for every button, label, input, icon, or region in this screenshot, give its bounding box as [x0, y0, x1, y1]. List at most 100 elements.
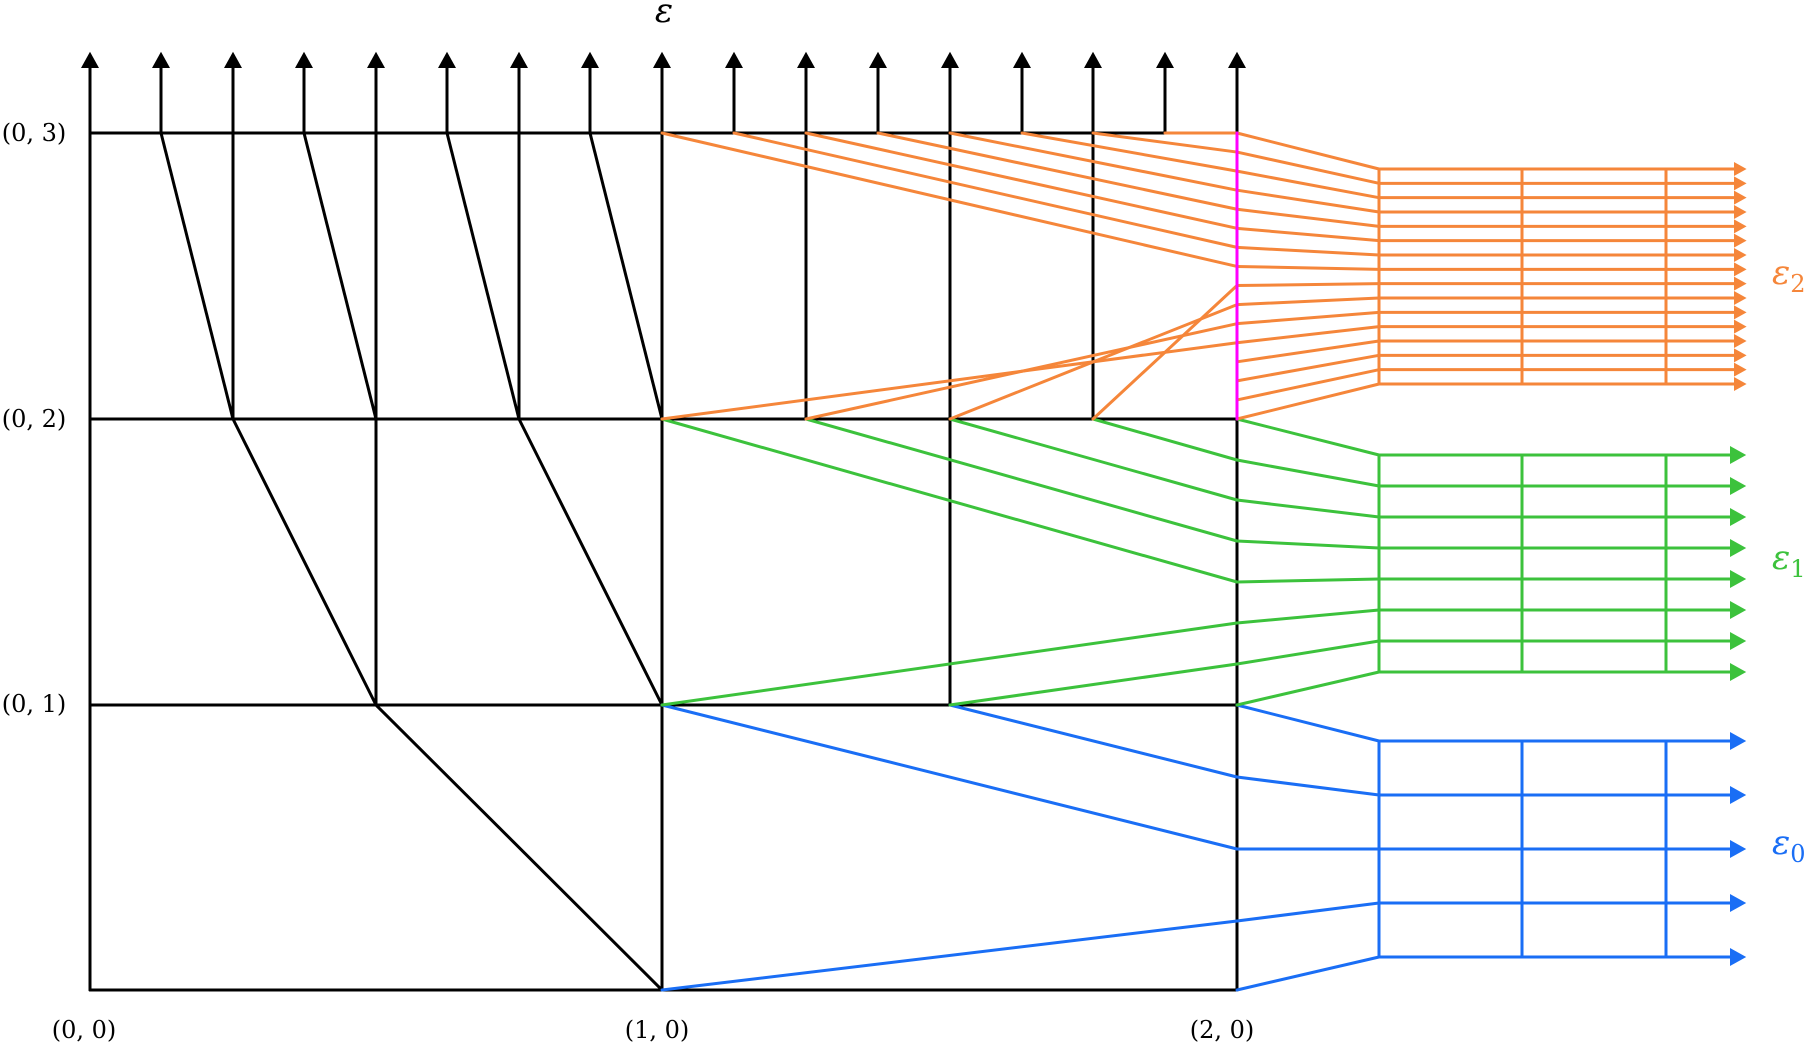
arrow-up-icon: [941, 51, 959, 68]
blue-fan-line: [660, 919, 1239, 992]
orange-connector-line: [1235, 226, 1381, 243]
orange-connector-line: [1235, 310, 1381, 326]
arrow-right-icon: [1730, 786, 1747, 804]
fan-line: [445, 132, 521, 420]
green-fan-line: [948, 662, 1239, 707]
orange-fan-line: [948, 131, 1239, 192]
fan-line: [374, 703, 664, 992]
arrow-up-icon: [367, 51, 385, 68]
arrow-up-icon: [224, 51, 242, 68]
green-fan-line: [660, 417, 1239, 584]
green-connector-line: [1235, 498, 1381, 519]
arrow-right-icon: [1734, 362, 1747, 377]
green-connector-line: [1235, 458, 1381, 488]
arrow-up-icon: [869, 51, 887, 68]
coord-label-0-2: (0, 2): [2, 405, 67, 433]
fan-line: [517, 418, 664, 706]
fan-line: [231, 418, 378, 706]
orange-connector-line: [1235, 325, 1381, 345]
fan-line: [159, 132, 235, 420]
arrow-right-icon: [1734, 162, 1747, 176]
arrow-right-icon: [1730, 632, 1747, 650]
blue-connector-line: [1235, 901, 1381, 923]
arrow-right-icon: [1730, 840, 1747, 858]
arrow-up-icon: [1156, 51, 1174, 68]
orange-fan-line: [1020, 131, 1239, 173]
arrow-right-icon: [1734, 190, 1747, 205]
arrow-right-icon: [1730, 948, 1747, 966]
epsilon-0-subscript: 0: [1790, 840, 1805, 868]
arrow-right-icon: [1730, 732, 1747, 750]
arrow-right-icon: [1734, 205, 1747, 219]
orange-connector-line: [1235, 264, 1381, 271]
arrow-right-icon: [1734, 319, 1747, 334]
blue-connector-line: [1235, 703, 1381, 743]
green-connector-line: [1235, 639, 1381, 666]
orange-fan-line: [876, 131, 1239, 211]
arrow-right-icon: [1734, 291, 1747, 305]
orange-fan-line: [804, 131, 1239, 230]
epsilon-0-symbol: ε: [1772, 823, 1790, 863]
green-connector-line: [1235, 539, 1381, 550]
arrow-right-icon: [1730, 601, 1747, 619]
green-connector-line: [1235, 670, 1381, 707]
orange-connector-line: [1235, 188, 1381, 214]
orange-connector-line: [1235, 245, 1381, 257]
orange-connector-line: [1235, 382, 1381, 421]
arrow-up-icon: [152, 51, 170, 68]
arrow-right-icon: [1730, 663, 1747, 681]
black-structure: [81, 51, 1246, 992]
blue-connector-line: [1235, 775, 1381, 797]
orange-connector-line: [1235, 150, 1381, 185]
epsilon-2-label: ε2: [1772, 253, 1806, 298]
arrow-right-icon: [1734, 176, 1747, 191]
arrow-right-icon: [1734, 305, 1747, 320]
epsilon-0-label: ε0: [1772, 823, 1806, 868]
orange-fan-line: [660, 131, 1239, 268]
orange-connector-line: [1235, 169, 1381, 200]
arrow-right-icon: [1730, 894, 1747, 912]
coord-label-2-0: (2, 0): [1190, 1016, 1255, 1044]
orange-connector-line: [1235, 368, 1381, 402]
arrow-up-icon: [1228, 51, 1246, 68]
arrow-up-icon: [797, 51, 815, 68]
arrow-right-icon: [1734, 276, 1747, 291]
arrow-right-icon: [1734, 262, 1747, 277]
arrow-up-icon: [725, 51, 743, 68]
arrow-up-icon: [581, 51, 599, 68]
orange-structure: [660, 131, 1747, 421]
arrow-up-icon: [1084, 51, 1102, 68]
arrow-right-icon: [1730, 539, 1747, 557]
orange-fan-line: [660, 341, 1239, 421]
orange-connector-line: [1235, 353, 1381, 383]
arrow-up-icon: [81, 51, 99, 68]
epsilon-2-symbol: ε: [1772, 253, 1790, 293]
fan-line: [588, 132, 664, 420]
blue-fan-line: [660, 703, 1239, 851]
arrow-right-icon: [1734, 233, 1747, 248]
epsilon-1-label: ε1: [1772, 538, 1806, 583]
arrow-right-icon: [1734, 348, 1747, 363]
fan-line: [302, 132, 378, 420]
arrow-up-icon: [653, 51, 671, 68]
orange-connector-line: [1235, 131, 1381, 171]
blue-connector-line: [1235, 955, 1381, 992]
arrow-up-icon: [438, 51, 456, 68]
arrow-right-icon: [1730, 477, 1747, 495]
coord-label-0-1: (0, 1): [2, 690, 67, 718]
arrow-right-icon: [1730, 570, 1747, 588]
epsilon-top-label: ε: [655, 0, 673, 31]
orange-connector-line: [1235, 296, 1381, 307]
green-fan-line: [804, 417, 1239, 543]
orange-fan-line: [804, 322, 1239, 421]
green-fan-line: [1091, 417, 1239, 462]
blue-fan-line: [948, 703, 1239, 779]
orange-fan-line: [732, 131, 1239, 249]
orange-connector-line: [1235, 207, 1381, 228]
arrow-right-icon: [1734, 334, 1747, 348]
arrow-up-icon: [295, 51, 313, 68]
orange-connector-line: [1235, 282, 1381, 288]
arrow-right-icon: [1734, 377, 1747, 391]
